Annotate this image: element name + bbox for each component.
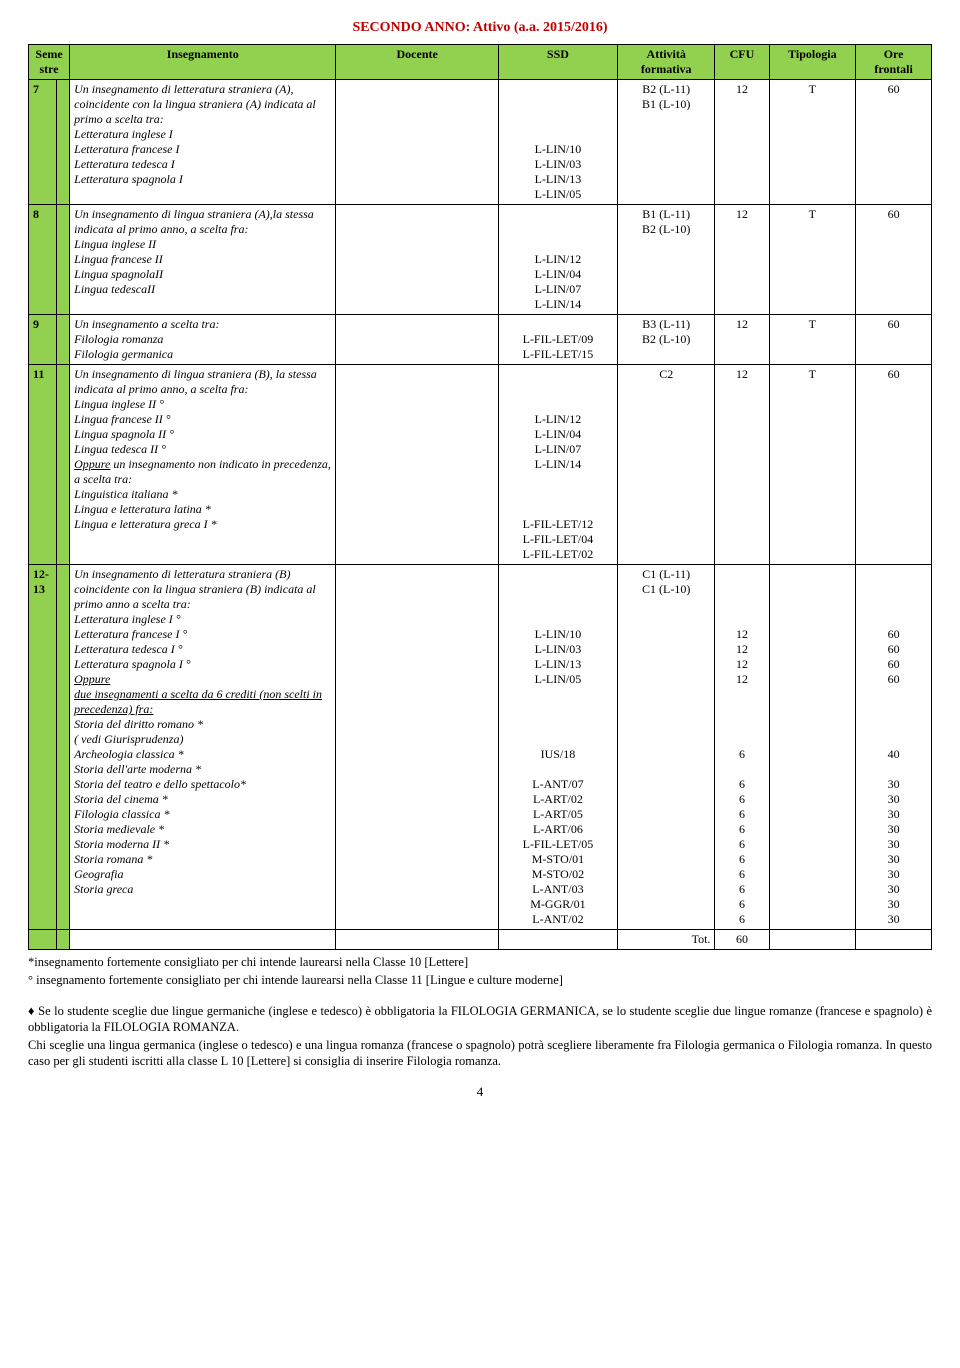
col-seme: Semestre — [29, 45, 70, 80]
table-row: 11Un insegnamento di lingua straniera (B… — [29, 365, 932, 565]
cell-docente — [336, 315, 498, 365]
cell-tipologia: T — [769, 80, 856, 205]
cell-ore: 60 — [856, 315, 932, 365]
total-label: Tot. — [617, 930, 714, 950]
cell-cfu: 12 — [715, 205, 769, 315]
cell-insegnamento: Un insegnamento di lingua straniera (B),… — [70, 365, 336, 565]
cell-ore: 60 — [856, 80, 932, 205]
cell-attivita: C2 — [617, 365, 714, 565]
cell-docente — [336, 365, 498, 565]
row-sub — [57, 565, 70, 930]
col-insegnamento: Insegnamento — [70, 45, 336, 80]
col-tipologia: Tipologia — [769, 45, 856, 80]
cell-tipologia: T — [769, 315, 856, 365]
cell-ore: 60606060 40 30303030303030303030 — [856, 565, 932, 930]
cell-cfu: 12 — [715, 315, 769, 365]
col-ssd: SSD — [498, 45, 617, 80]
row-sub — [57, 205, 70, 315]
cell-cfu: 12 — [715, 80, 769, 205]
row-sub — [57, 365, 70, 565]
row-sub — [57, 315, 70, 365]
cell-attivita: C1 (L-11)C1 (L-10) — [617, 565, 714, 930]
cell-insegnamento: Un insegnamento di lingua straniera (A),… — [70, 205, 336, 315]
col-cfu: CFU — [715, 45, 769, 80]
curriculum-table: Semestre Insegnamento Docente SSD Attivi… — [28, 44, 932, 950]
cell-docente — [336, 565, 498, 930]
table-row: 7Un insegnamento di letteratura stranier… — [29, 80, 932, 205]
table-row: 8Un insegnamento di lingua straniera (A)… — [29, 205, 932, 315]
cell-docente — [336, 80, 498, 205]
cell-ssd: L-LIN/10L-LIN/03L-LIN/13L-LIN/05 IUS/18 … — [498, 565, 617, 930]
cell-attivita: B2 (L-11)B1 (L-10) — [617, 80, 714, 205]
cell-ssd: L-FIL-LET/09L-FIL-LET/15 — [498, 315, 617, 365]
cell-ore: 60 — [856, 205, 932, 315]
cell-insegnamento: Un insegnamento di letteratura straniera… — [70, 565, 336, 930]
cell-tipologia: T — [769, 365, 856, 565]
total-value: 60 — [715, 930, 769, 950]
cell-ssd: L-LIN/12L-LIN/04L-LIN/07L-LIN/14 L-FIL-L… — [498, 365, 617, 565]
cell-attivita: B3 (L-11)B2 (L-10) — [617, 315, 714, 365]
cell-cfu: 12 — [715, 365, 769, 565]
table-total-row: Tot.60 — [29, 930, 932, 950]
cell-docente — [336, 205, 498, 315]
row-index: 9 — [29, 315, 57, 365]
cell-ore: 60 — [856, 365, 932, 565]
cell-cfu: 12121212 6 6666666666 — [715, 565, 769, 930]
page-title: SECONDO ANNO: Attivo (a.a. 2015/2016) — [28, 20, 932, 36]
page-number: 4 — [28, 1084, 932, 1100]
row-index: 8 — [29, 205, 57, 315]
footnote-4: Chi sceglie una lingua germanica (ingles… — [28, 1037, 932, 1070]
col-docente: Docente — [336, 45, 498, 80]
table-row: 12-13 Un insegnamento di letteratura stra… — [29, 565, 932, 930]
cell-insegnamento: Un insegnamento di letteratura straniera… — [70, 80, 336, 205]
footnotes-block2: ♦ Se lo studente sceglie due lingue germ… — [28, 1003, 932, 1070]
footnotes: *insegnamento fortemente consigliato per… — [28, 954, 932, 989]
row-index: 7 — [29, 80, 57, 205]
footnote-2: ° insegnamento fortemente consigliato pe… — [28, 972, 932, 988]
cell-tipologia — [769, 565, 856, 930]
cell-tipologia: T — [769, 205, 856, 315]
cell-insegnamento: Un insegnamento a scelta tra:Filologia r… — [70, 315, 336, 365]
cell-ssd: L-LIN/12L-LIN/04L-LIN/07L-LIN/14 — [498, 205, 617, 315]
col-ore: Orefrontali — [856, 45, 932, 80]
row-index: 12-13 — [29, 565, 57, 930]
cell-ssd: L-LIN/10L-LIN/03L-LIN/13L-LIN/05 — [498, 80, 617, 205]
row-sub — [57, 80, 70, 205]
footnote-3: ♦ Se lo studente sceglie due lingue germ… — [28, 1003, 932, 1036]
table-row: 9 Un insegnamento a scelta tra:Filologia … — [29, 315, 932, 365]
col-attivita: Attivitàformativa — [617, 45, 714, 80]
table-header-row: Semestre Insegnamento Docente SSD Attivi… — [29, 45, 932, 80]
cell-attivita: B1 (L-11)B2 (L-10) — [617, 205, 714, 315]
footnote-1: *insegnamento fortemente consigliato per… — [28, 954, 932, 970]
row-index: 11 — [29, 365, 57, 565]
